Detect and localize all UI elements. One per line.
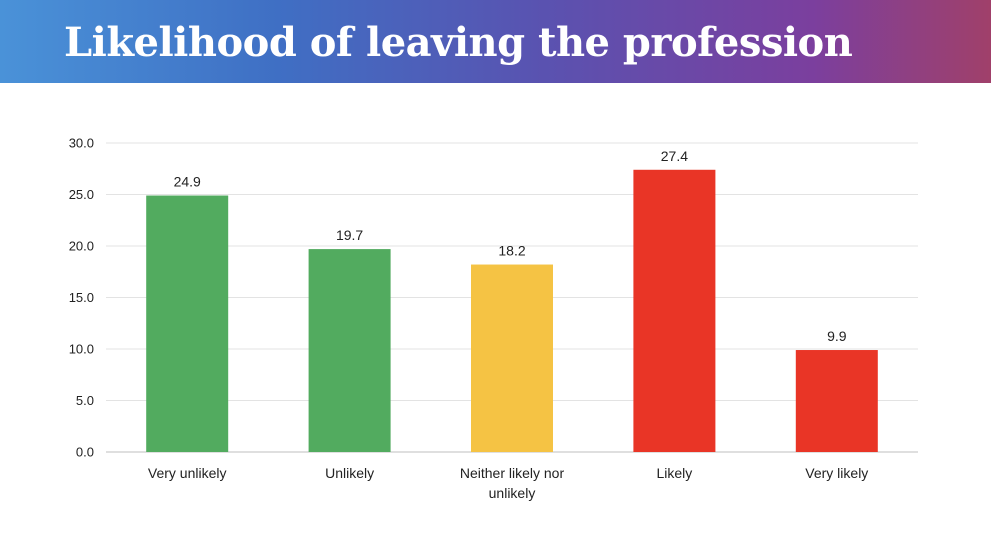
bar-very-likely [795, 350, 878, 452]
y-tick-label: 5.0 [76, 393, 94, 408]
y-tick-label: 15.0 [69, 290, 94, 305]
y-tick-label: 10.0 [69, 342, 94, 357]
category-label: Unlikely [325, 465, 374, 481]
y-tick-label: 30.0 [69, 136, 94, 151]
category-label: unlikely [489, 485, 536, 501]
data-labels: 24.9 19.7 18.2 27.4 9.9 [174, 148, 847, 344]
y-tick-label: 25.0 [69, 187, 94, 202]
data-label: 19.7 [336, 227, 363, 243]
bar-unlikely [308, 249, 391, 452]
category-label: Very unlikely [148, 465, 227, 481]
bar-neither-likely-nor-unlikely [471, 264, 553, 452]
bar-very-unlikely [146, 195, 229, 452]
y-tick-label: 20.0 [69, 239, 94, 254]
data-label: 27.4 [661, 148, 688, 164]
data-label: 9.9 [827, 328, 847, 344]
category-label: Likely [657, 465, 693, 481]
data-label: 18.2 [498, 243, 525, 259]
bar-likely [633, 169, 716, 452]
data-label: 24.9 [174, 174, 201, 190]
category-labels: Very unlikely Unlikely Neither likely nor u… [148, 465, 868, 501]
y-axis-ticks: 0.0 5.0 10.0 15.0 20.0 25.0 30.0 [69, 136, 94, 460]
page-title: Likelihood of leaving the profession [64, 19, 853, 66]
bars [146, 169, 878, 452]
y-tick-label: 0.0 [76, 445, 94, 460]
category-label: Very likely [805, 465, 868, 481]
title-banner: Likelihood of leaving the profession [0, 0, 991, 83]
category-label: Neither likely nor [460, 465, 565, 481]
